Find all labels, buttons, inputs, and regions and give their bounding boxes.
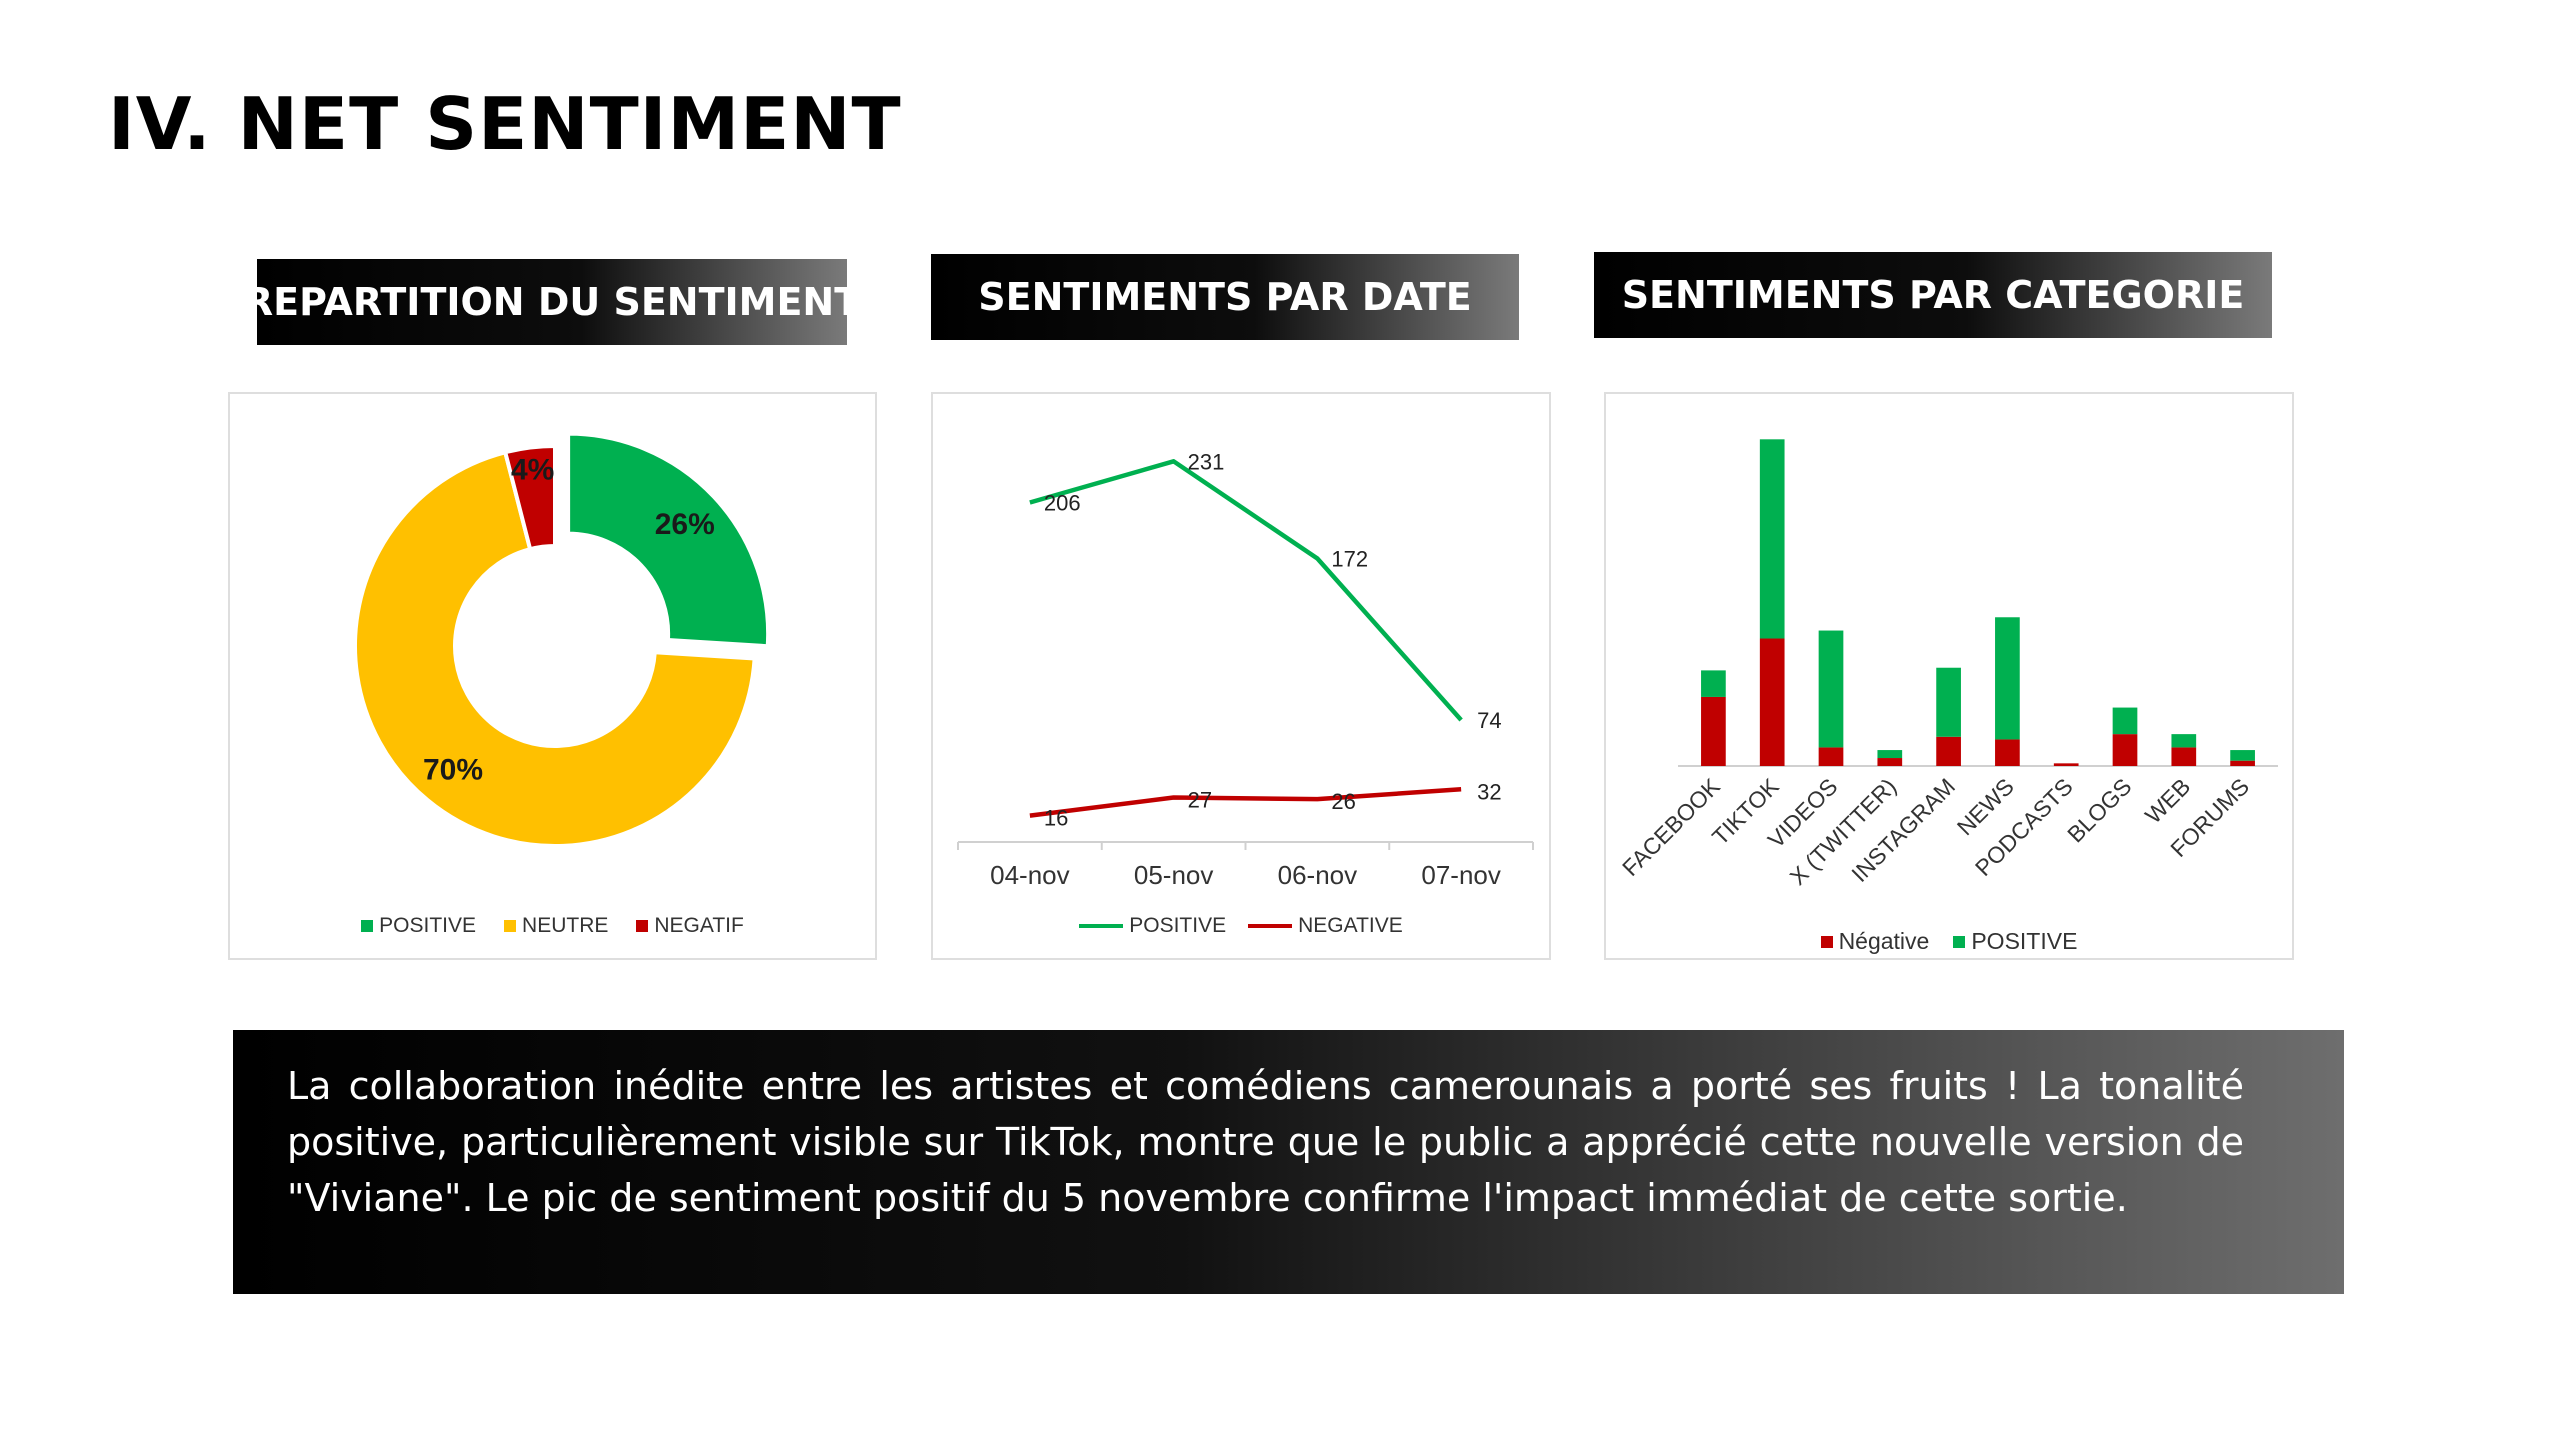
legend-label: NEGATIF <box>654 914 744 937</box>
data-label-negative: 27 <box>1188 788 1212 813</box>
page-title: IV. NET SENTIMENT <box>108 82 902 166</box>
legend-item-negative: NEGATIVE <box>1248 914 1403 938</box>
line-series-positive <box>1029 459 1463 722</box>
bar-n-gative-web <box>2171 747 2197 766</box>
legend-swatch-negative <box>1820 935 1833 948</box>
data-label-negative: 26 <box>1331 789 1355 814</box>
legend-item-negatif: NEGATIF <box>636 914 744 938</box>
bar-positive-facebook <box>1701 670 1726 697</box>
line-series-negative <box>1029 787 1462 818</box>
x-tick-label: 06-nov <box>1278 860 1358 890</box>
legend-label: POSITIVE <box>379 914 477 937</box>
legend-item-positive: POSITIVE <box>361 914 476 938</box>
legend-label: NEUTRE <box>522 914 609 937</box>
legend-swatch-positive <box>1953 935 1966 948</box>
legend-label: POSITIVE <box>1971 928 2078 954</box>
donut-legend: POSITIVE NEUTRE NEGATIF <box>230 914 875 938</box>
x-tick-label: WEB <box>2140 773 2195 828</box>
data-label-positive: 206 <box>1044 491 1081 516</box>
bar-positive-web <box>2171 734 2197 748</box>
x-tick-label: 05-nov <box>1134 860 1214 890</box>
donut-slice-neutre <box>353 449 757 848</box>
bar-positive-videos <box>1818 630 1844 748</box>
bar-positive-news <box>1995 617 2020 740</box>
bar-n-gative-instagram <box>1936 736 1961 766</box>
panel-header-repartition: REPARTITION DU SENTIMENT <box>244 259 860 345</box>
donut-slice-negatif <box>502 443 557 552</box>
bar-positive-forums <box>2230 750 2255 761</box>
bar-n-gative-x-twitter <box>1877 758 1903 766</box>
donut-label-positive: 26% <box>655 508 715 541</box>
legend-swatch-positive <box>361 920 374 932</box>
x-tick-label: BLOGS <box>2062 773 2136 847</box>
summary-text: La collaboration inédite entre les artis… <box>287 1064 2244 1220</box>
bar-positive-blogs <box>2112 707 2138 735</box>
bar-positive-tiktok <box>1759 439 1785 639</box>
legend-label: Négative <box>1838 928 1930 954</box>
x-tick-label: INSTAGRAM <box>1846 773 1960 887</box>
donut-chart: 26% 70% 4% <box>353 431 771 848</box>
line-legend: POSITIVE NEGATIVE <box>933 914 1549 938</box>
bar-n-gative-videos <box>1818 747 1844 766</box>
legend-item-neutre: NEUTRE <box>504 914 608 938</box>
legend-line-positive <box>1079 924 1124 928</box>
bar-chart-card: FACEBOOK TIKTOK VIDEOS X (TWITTER) INSTAGRAM… <box>1604 392 2294 960</box>
bar-n-gative-facebook <box>1701 696 1726 766</box>
panel-header-par-date: SENTIMENTS PAR DATE <box>931 254 1519 340</box>
x-tick-label: 07-nov <box>1421 860 1501 890</box>
legend-item-negative: Négative <box>1820 928 1930 955</box>
legend-swatch-neutre <box>504 920 517 932</box>
bar-n-gative-podcasts <box>2053 763 2079 766</box>
legend-line-negative <box>1248 924 1293 928</box>
bar-n-gative-news <box>1995 739 2020 766</box>
data-label-negative: 16 <box>1044 806 1068 831</box>
panel-header-par-categorie: SENTIMENTS PAR CATEGORIE <box>1594 252 2272 338</box>
data-label-positive: 172 <box>1331 547 1368 572</box>
legend-label: NEGATIVE <box>1298 914 1403 937</box>
legend-item-positive: POSITIVE <box>1953 928 2077 955</box>
x-tick-label: FACEBOOK <box>1617 773 1725 881</box>
data-label-negative: 32 <box>1477 779 1501 804</box>
bar-positive-x-twitter <box>1877 750 1903 759</box>
legend-item-positive: POSITIVE <box>1079 914 1226 938</box>
donut-label-neutre: 70% <box>423 753 483 786</box>
donut-label-negatif: 4% <box>511 453 554 486</box>
data-label-positive: 74 <box>1477 708 1501 733</box>
bar-legend: Négative POSITIVE <box>1606 928 2292 955</box>
bar-n-gative-blogs <box>2112 734 2138 766</box>
summary-box: La collaboration inédite entre les artis… <box>233 1030 2344 1294</box>
bar-positive-instagram <box>1936 667 1961 737</box>
line-chart: 04-nov 05-nov 06-nov 07-nov 206 231 172 74 16 27 2… <box>957 449 1534 890</box>
donut-slice-positive <box>566 431 771 649</box>
x-tick-label: 04-nov <box>990 860 1070 890</box>
donut-chart-card: 26% 70% 4% POSITIVE NEUTRE NEGATIF <box>228 392 877 960</box>
bar-n-gative-forums <box>2230 760 2255 766</box>
data-label-positive: 231 <box>1188 449 1225 474</box>
line-chart-card: 04-nov 05-nov 06-nov 07-nov 206 231 172 74 16 27 2… <box>931 392 1551 960</box>
legend-label: POSITIVE <box>1129 914 1227 937</box>
bar-n-gative-tiktok <box>1759 638 1785 766</box>
legend-swatch-negatif <box>636 920 649 932</box>
